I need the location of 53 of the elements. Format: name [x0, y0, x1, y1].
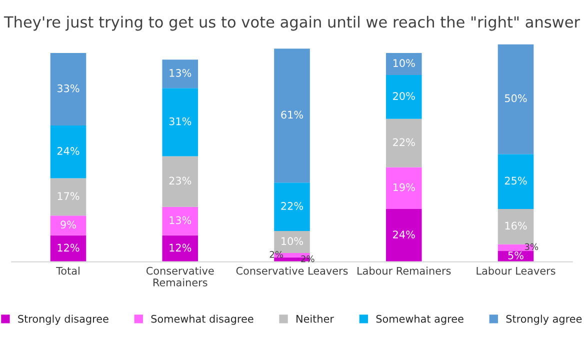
bar: [386, 52, 422, 75]
data-label: 31%: [169, 117, 192, 126]
x-tick-label: Conservative Leavers: [236, 266, 348, 275]
bar: [386, 74, 422, 119]
data-label: 22%: [393, 138, 415, 146]
data-label: 50%: [504, 94, 527, 102]
legend-label: Neither: [296, 314, 334, 323]
data-label: 24%: [57, 147, 80, 155]
bar: [50, 235, 86, 262]
data-label: 12%: [58, 244, 80, 252]
data-label: 61%: [281, 110, 303, 119]
bar: [274, 182, 310, 232]
bar: [498, 154, 534, 210]
bar: [162, 235, 198, 262]
data-label: 5%: [508, 251, 524, 260]
bar: [50, 126, 86, 178]
chart-title: They're just trying to get us to vote again until we reach the "right" answer: [4, 16, 580, 31]
bar: [498, 44, 534, 154]
data-label: 33%: [57, 84, 80, 92]
legend-label: Somewhat agree: [376, 314, 464, 325]
legend-label: Strongly disagree: [18, 314, 108, 325]
data-label: 20%: [393, 92, 415, 100]
data-label: 16%: [505, 222, 527, 230]
data-label: 10%: [393, 59, 415, 68]
bar: [498, 209, 534, 244]
bar: [274, 48, 310, 183]
data-label: 13%: [170, 216, 192, 224]
data-label: 17%: [58, 192, 80, 200]
data-label: 25%: [504, 176, 527, 185]
data-label: 19%: [393, 183, 415, 192]
data-label: 24%: [393, 230, 415, 238]
data-label: 9%: [60, 220, 76, 229]
bar: [162, 88, 198, 156]
data-label: 13%: [170, 69, 192, 77]
legend-label: Strongly agree: [506, 314, 582, 325]
data-label: 12%: [170, 244, 192, 252]
x-tick-label: Conservative Remainers: [146, 266, 214, 286]
bar: [162, 156, 198, 207]
x-tick-label: Total: [56, 266, 80, 275]
bar: [162, 206, 198, 236]
bar: [50, 178, 86, 216]
bar: [386, 167, 422, 210]
bar: [386, 209, 422, 262]
data-label: 10%: [282, 237, 303, 246]
x-tick-label: Labour Remainers: [358, 266, 451, 275]
bar: [50, 216, 86, 236]
data-label: 23%: [169, 176, 192, 185]
bar: [386, 118, 422, 168]
legend-label: Somewhat disagree: [151, 314, 254, 325]
bar: [50, 52, 86, 126]
x-tick-label: Labour Leavers: [476, 266, 556, 275]
data-label: 22%: [281, 202, 303, 210]
bar: [162, 60, 198, 88]
